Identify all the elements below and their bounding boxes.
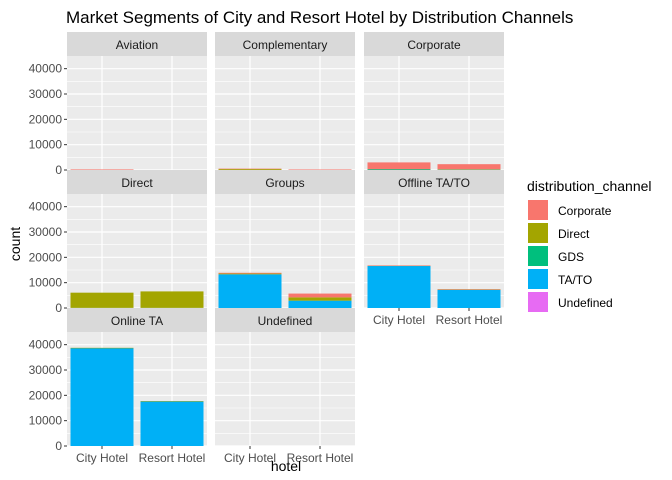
facet-panel — [215, 56, 355, 170]
bar-city-hotel-corporate — [367, 265, 431, 266]
legend: distribution_channel Corporate Direct GDS T… — [527, 178, 652, 312]
facet-strip — [67, 32, 207, 56]
bar-resort-hotel-ta-to — [288, 300, 352, 308]
y-tick-label: 40000 — [29, 200, 63, 214]
facet-panel — [67, 194, 207, 308]
bar-city-hotel-ta-to — [367, 265, 431, 308]
bar-resort-hotel-ta-to — [437, 289, 501, 308]
y-tick-label: 20000 — [29, 250, 63, 264]
legend-key-undefined — [528, 292, 548, 312]
bar-city-hotel-ta-to — [367, 169, 431, 170]
facet-corporate: Corporate — [364, 32, 504, 171]
legend-title: distribution_channel — [527, 178, 652, 194]
y-tick-label: 20000 — [29, 112, 63, 126]
y-tick-label: 0 — [55, 301, 62, 315]
bar-city-hotel-corporate — [218, 168, 282, 170]
bar-resort-hotel-corporate — [437, 289, 501, 290]
y-tick-label: 10000 — [29, 276, 63, 290]
y-tick-label: 20000 — [29, 388, 63, 402]
bar-city-hotel-corporate — [70, 169, 134, 170]
bar-city-hotel-direct — [218, 168, 282, 170]
facet-panel — [215, 332, 355, 446]
chart-title: Market Segments of City and Resort Hotel… — [66, 8, 573, 27]
x-axis-title: hotel — [271, 458, 301, 474]
facet-direct: Direct 0 10000 20000 30000 40000 — [29, 170, 207, 315]
y-tick-label: 10000 — [29, 138, 63, 152]
y-tick-label: 40000 — [29, 338, 63, 352]
y-tick-label: 30000 — [29, 363, 63, 377]
legend-key-gds — [528, 246, 548, 266]
bar-resort-hotel-corporate — [288, 293, 352, 298]
bar-city-hotel-direct — [70, 347, 134, 349]
x-tick-label: City Hotel — [224, 451, 276, 465]
legend-key-direct — [528, 223, 548, 243]
legend-label-gds: GDS — [558, 250, 584, 264]
bar-city-hotel-corporate — [367, 162, 431, 169]
x-tick-label: City Hotel — [76, 451, 128, 465]
bar-resort-hotel-ta-to — [437, 169, 501, 171]
y-tick-label: 0 — [55, 439, 62, 453]
bar-city-hotel-direct — [70, 292, 134, 308]
y-tick-label: 40000 — [29, 62, 63, 76]
facet-online-ta: Online TA 0 10000 20000 30000 40000 City Hotel… — [29, 308, 207, 465]
legend-label-ta-to: TA/TO — [558, 273, 592, 287]
facet-offline-ta-to: Offline TA/TO City Hotel Resort Hotel — [364, 170, 504, 327]
facet-strip — [215, 32, 355, 56]
bar-city-hotel-direct — [218, 273, 282, 275]
facet-strip — [67, 308, 207, 332]
facet-strip — [215, 170, 355, 194]
x-tick-label: City Hotel — [373, 313, 425, 327]
bar-resort-hotel-direct — [140, 401, 204, 402]
x-tick-label: Resort Hotel — [436, 313, 503, 327]
legend-key-ta-to — [528, 269, 548, 289]
bar-resort-hotel-ta-to — [140, 401, 204, 446]
facet-strip-label: Corporate — [407, 38, 461, 52]
facet-aviation: Aviation 0 10000 20000 30000 40000 — [29, 32, 207, 177]
bar-resort-hotel-corporate — [288, 169, 352, 170]
facet-strip-label: Direct — [121, 176, 153, 190]
bar-city-hotel-corporate — [218, 272, 282, 274]
facet-strip — [364, 170, 504, 194]
legend-key-corporate — [528, 200, 548, 220]
bar-city-hotel-direct — [367, 168, 431, 170]
facet-strip-label: Online TA — [111, 314, 163, 328]
x-tick-label: Resort Hotel — [139, 451, 206, 465]
x-tick-label: Resort Hotel — [287, 451, 354, 465]
facet-strip — [215, 308, 355, 332]
facet-grid: Aviation 0 10000 20000 30000 40000 Complementa… — [29, 32, 504, 465]
y-tick-label: 10000 — [29, 414, 63, 428]
bar-resort-hotel-corporate — [437, 164, 501, 170]
facet-strip — [67, 170, 207, 194]
y-tick-label: 30000 — [29, 225, 63, 239]
facet-panel — [67, 56, 207, 170]
y-axis-title: count — [7, 227, 23, 261]
bar-city-hotel-ta-to — [218, 274, 282, 308]
facet-groups: Groups — [215, 170, 355, 309]
legend-label-corporate: Corporate — [558, 204, 612, 218]
facet-strip-label: Offline TA/TO — [398, 176, 470, 190]
bar-resort-hotel-direct — [140, 291, 204, 308]
facet-strip-label: Groups — [265, 176, 304, 190]
facet-strip-label: Undefined — [258, 314, 313, 328]
y-tick-label: 0 — [55, 163, 62, 177]
facet-strip — [364, 32, 504, 56]
bar-city-hotel-ta-to — [70, 347, 134, 446]
facet-complementary: Complementary — [215, 32, 355, 171]
facet-strip-label: Complementary — [243, 38, 328, 52]
bar-resort-hotel-direct — [437, 169, 501, 170]
facet-undefined: Undefined City Hotel Resort Hotel — [215, 308, 355, 465]
bar-resort-hotel-direct — [288, 297, 352, 301]
facet-panel — [364, 56, 504, 170]
facet-strip-label: Aviation — [116, 38, 158, 52]
legend-label-undefined: Undefined — [558, 296, 613, 310]
y-tick-label: 30000 — [29, 87, 63, 101]
legend-label-direct: Direct — [558, 227, 590, 241]
